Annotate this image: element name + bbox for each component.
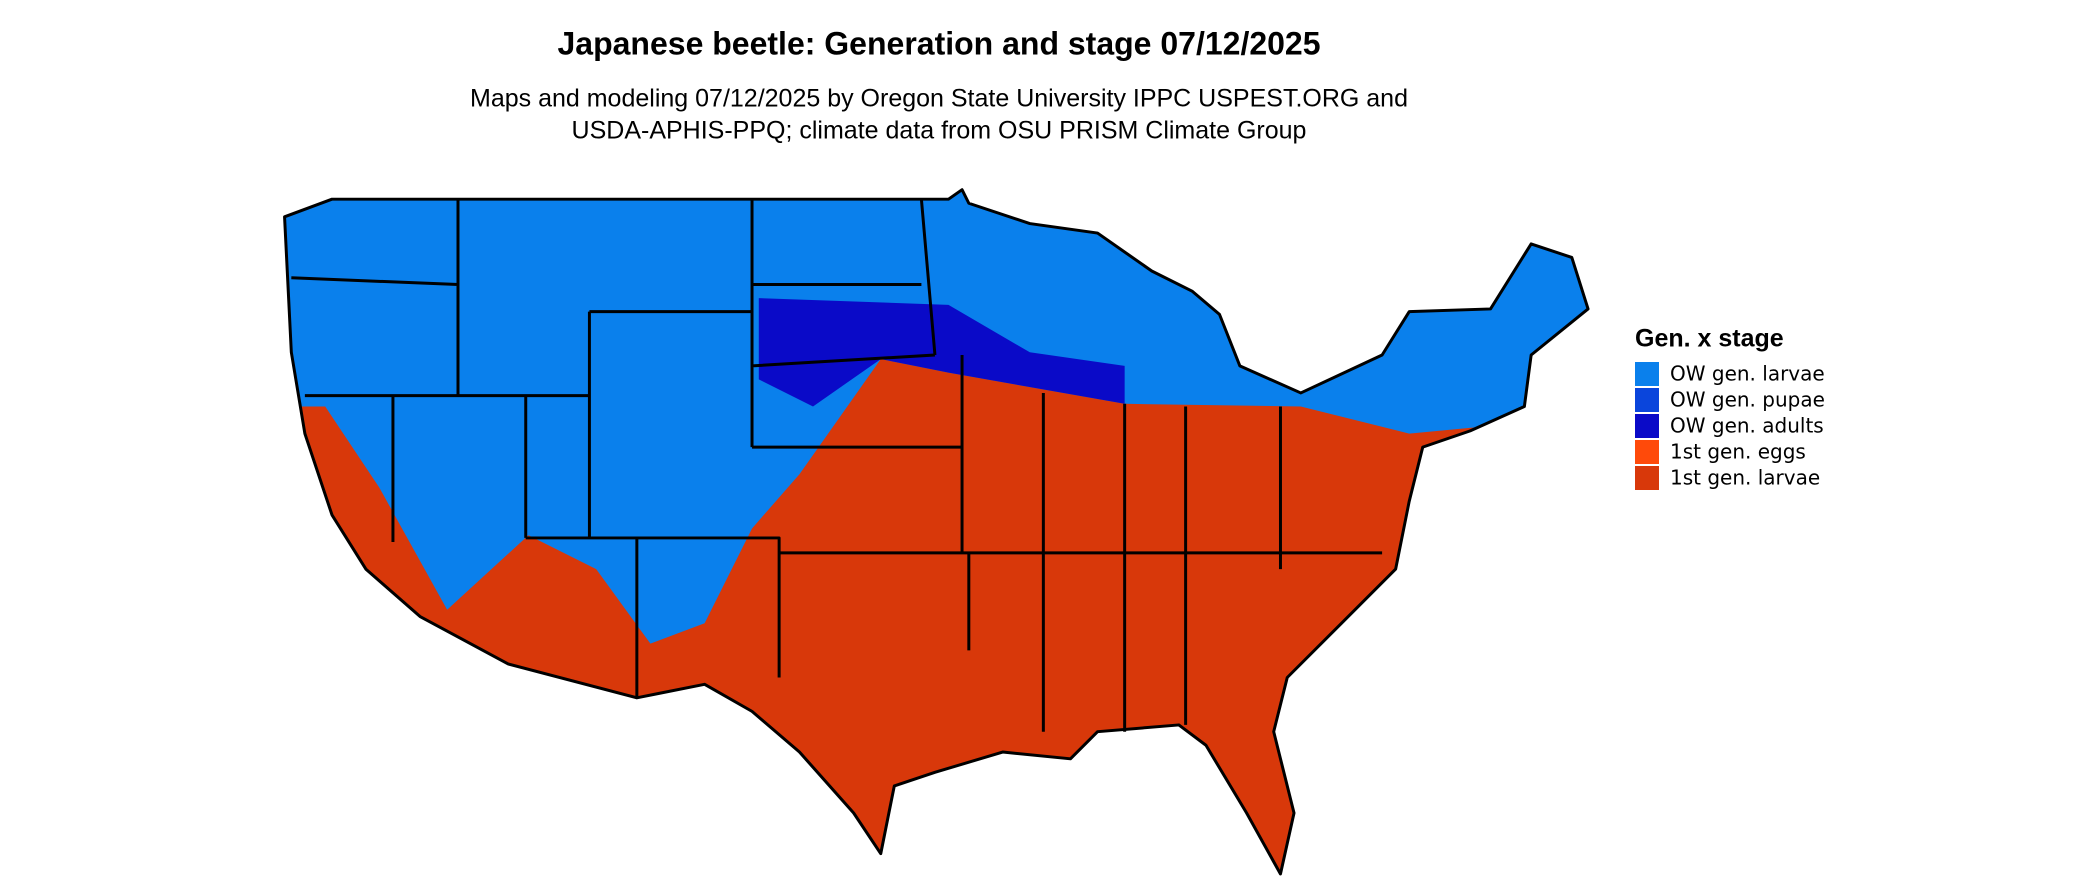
legend-label: OW gen. larvae	[1670, 362, 1825, 386]
legend-label: 1st gen. larvae	[1670, 466, 1820, 490]
legend-swatch	[1635, 466, 1659, 490]
legend-label: OW gen. pupae	[1670, 388, 1825, 412]
region-ow-adults	[758, 298, 1125, 407]
subtitle-line: USDA-APHIS-PPQ; climate data from OSU PR…	[572, 117, 1307, 145]
legend-swatch	[1635, 362, 1659, 386]
state-borders	[291, 199, 1383, 732]
legend-swatch	[1635, 388, 1659, 412]
legend-swatch	[1635, 440, 1659, 464]
us-map	[283, 188, 1590, 876]
legend-label: 1st gen. eggs	[1670, 440, 1806, 464]
legend-swatch	[1635, 414, 1659, 438]
country-border	[283, 188, 1590, 876]
legend-title: Gen. x stage	[1635, 325, 1784, 353]
legend-label: OW gen. adults	[1670, 414, 1824, 438]
title: Japanese beetle: Generation and stage 07…	[557, 25, 1320, 61]
subtitle-line: Maps and modeling 07/12/2025 by Oregon S…	[470, 85, 1408, 113]
